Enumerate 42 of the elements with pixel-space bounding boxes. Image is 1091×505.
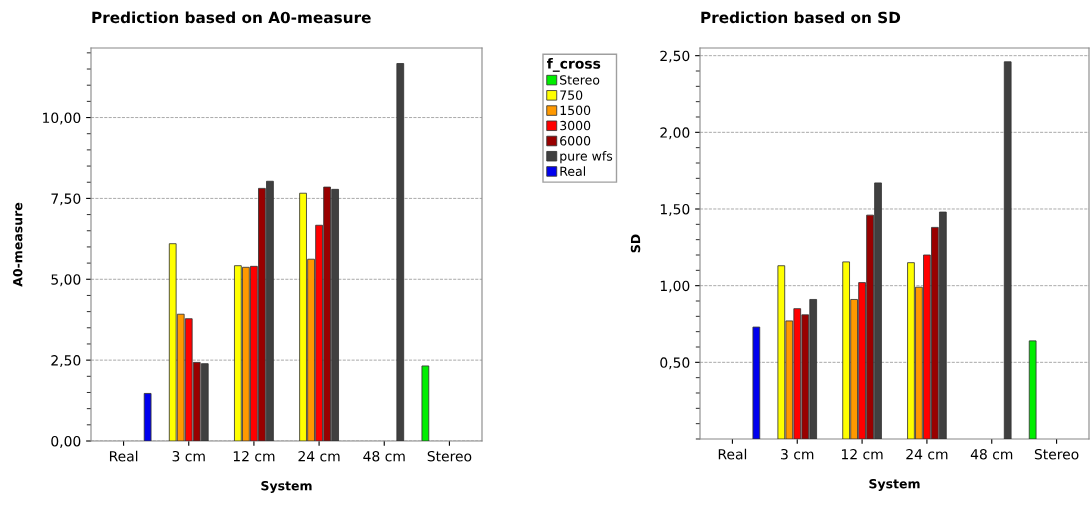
x-tick-label: 3 cm (781, 448, 814, 460)
legend-label: 6000 (560, 136, 591, 146)
bar (143, 393, 152, 441)
x-axis-title: System (261, 480, 312, 493)
x-tick-label: 48 cm (363, 450, 405, 462)
y-tick-label: 1,50 (660, 203, 690, 216)
bar (1028, 340, 1037, 439)
y-tick-label: 7,50 (51, 193, 81, 206)
x-tick-label: 24 cm (906, 448, 948, 460)
y-tick-label: 10,00 (43, 112, 81, 125)
x-tick-label: 12 cm (841, 448, 883, 460)
legend-label: 3000 (560, 120, 591, 131)
y-axis-title: A0-measure (12, 202, 23, 287)
bar (752, 326, 761, 439)
x-tick-label: 24 cm (298, 450, 340, 462)
legend-label: pure wfs (560, 151, 613, 164)
x-tick-label: Stereo (1034, 448, 1079, 460)
y-axis-title: SD (630, 234, 641, 253)
x-tick-label: 3 cm (172, 450, 205, 462)
x-tick-label: Real (718, 448, 747, 460)
x-axis-title: System (869, 478, 920, 491)
legend-title: f_cross (547, 58, 601, 72)
y-tick-label: 5,00 (51, 274, 81, 287)
x-tick-label: Real (109, 450, 138, 462)
bar (1003, 61, 1012, 439)
bar (396, 63, 405, 441)
legend-label: 1500 (560, 105, 591, 116)
y-tick-label: 0,50 (660, 357, 690, 370)
legend-label: Stereo (560, 75, 600, 85)
y-tick-label: 1,00 (660, 280, 690, 293)
x-tick-label: 12 cm (233, 450, 275, 462)
y-tick-label: 2,50 (51, 355, 81, 368)
legend-label: 750 (560, 90, 583, 100)
y-tick-label: 0,00 (51, 435, 81, 448)
x-tick-label: Stereo (427, 450, 472, 462)
bar (421, 365, 430, 441)
chart-title: Prediction based on A0-measure (92, 11, 371, 24)
legend-label: Real (560, 166, 586, 176)
x-tick-label: 48 cm (970, 448, 1013, 460)
y-tick-label: 2,50 (660, 50, 690, 63)
y-tick-label: 2,00 (660, 127, 690, 140)
chart-title: Prediction based on SD (701, 11, 901, 24)
